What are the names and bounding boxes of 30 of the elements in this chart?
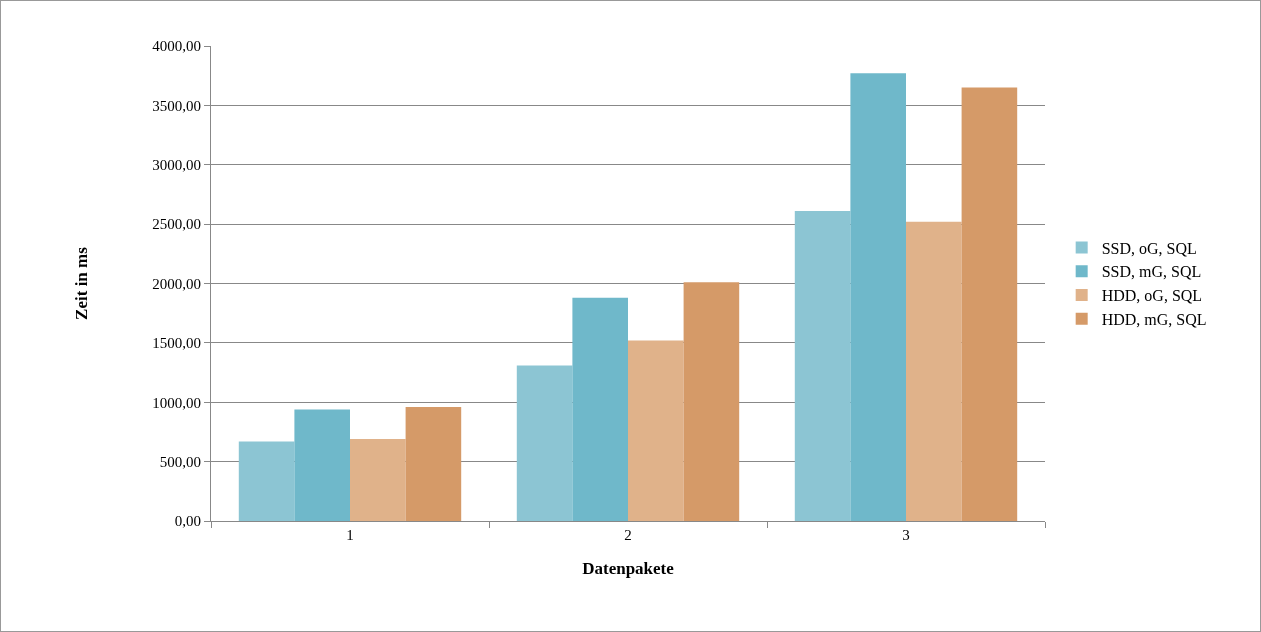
y-tick-label: 3500,00: [152, 97, 201, 114]
bar: [961, 87, 1018, 521]
bar: [294, 409, 350, 521]
y-tick-label: 1000,00: [152, 394, 201, 411]
bar: [350, 439, 406, 521]
x-axis-title: Datenpakete: [582, 559, 675, 579]
legend-label: HDD, mG, SQL: [1101, 311, 1207, 329]
y-tick-label: 2000,00: [152, 275, 201, 292]
y-tick-label: 4000,00: [152, 38, 201, 55]
legend-label: SSD, mG, SQL: [1101, 263, 1202, 281]
y-tick-label: 1500,00: [152, 335, 201, 352]
x-tick-label: 2: [624, 527, 632, 543]
bar: [238, 441, 295, 521]
bar: [572, 297, 628, 521]
x-tick-label: 3: [902, 527, 910, 543]
legend-label: SSD, oG, SQL: [1101, 239, 1197, 257]
legend-label: HDD, oG, SQL: [1101, 287, 1203, 305]
x-tick-label: 1: [346, 527, 354, 543]
y-axis-title: Zeit in ms: [71, 246, 91, 320]
y-tick-label: 0,00: [174, 513, 201, 530]
bar: [683, 282, 740, 521]
bar: [906, 221, 962, 521]
bar: [628, 340, 684, 521]
bar: [516, 365, 573, 521]
y-tick-label: 2500,00: [152, 216, 201, 233]
bar: [850, 73, 906, 521]
y-tick-label: 500,00: [159, 453, 201, 470]
bar: [405, 407, 462, 521]
bar: [794, 211, 851, 521]
y-tick-label: 3000,00: [152, 157, 201, 173]
